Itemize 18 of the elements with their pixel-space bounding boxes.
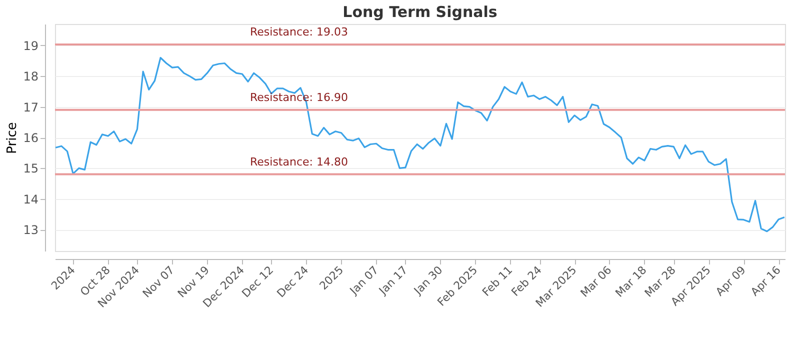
x-tick-label: Apr 16 <box>748 264 784 299</box>
y-axis-title: Price <box>5 122 20 154</box>
y-tick-label: 14 <box>23 192 38 206</box>
y-tick-label: 13 <box>23 223 38 238</box>
x-tick-label: Apr 09 <box>713 264 748 299</box>
x-tick-label: Nov 07 <box>140 264 177 300</box>
y-tick-label: 16 <box>23 131 38 145</box>
y-tick-label: 17 <box>23 100 38 114</box>
x-tick-label: Dec 24 <box>274 264 312 300</box>
ref-line-label: Resistance: 14.80 <box>250 155 348 168</box>
y-tick-label: 19 <box>23 38 38 53</box>
y-tick-label: 15 <box>23 162 38 176</box>
x-tick-label: Jan 17 <box>376 264 410 298</box>
y-tick-label: 18 <box>23 70 38 84</box>
x-tick-label: Mar 06 <box>578 264 614 300</box>
line-series <box>54 56 786 232</box>
chart-title: Long Term Signals <box>342 3 498 21</box>
ref-line-label: Resistance: 19.03 <box>250 26 348 39</box>
